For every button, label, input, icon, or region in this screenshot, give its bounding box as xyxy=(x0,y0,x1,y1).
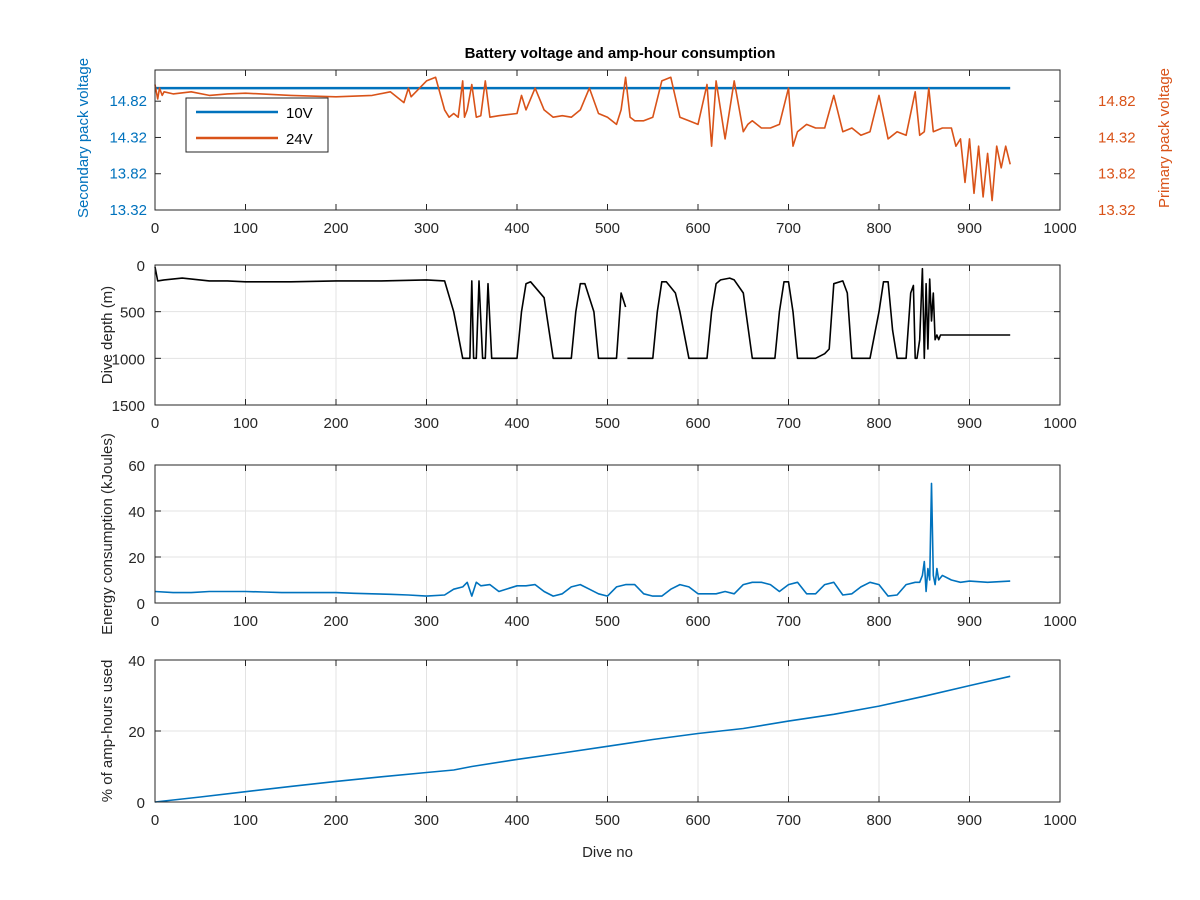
depth-series-line-0 xyxy=(154,266,627,360)
voltage-x-tick-label: 900 xyxy=(957,220,982,237)
energy-x-tick-label: 400 xyxy=(504,613,529,630)
voltage-x-tick-label: 200 xyxy=(323,220,348,237)
voltage-x-tick-label: 400 xyxy=(504,220,529,237)
amp-hours-x-tick-label: 600 xyxy=(685,812,710,829)
voltage-ylabel-right: Primary pack voltage xyxy=(1156,68,1173,208)
energy-ylabel: Energy consumption (kJoules) xyxy=(99,433,116,635)
energy-y-tick-label: 20 xyxy=(128,550,145,567)
amp-hours-series-line-0 xyxy=(154,675,1011,803)
amp-hours-x-tick-label: 100 xyxy=(233,812,258,829)
depth-axes: 0 100 200 300 400 500 600 700 800 900 1000 0 500 1000… xyxy=(99,258,1077,432)
voltage-x-tick-label: 700 xyxy=(776,220,801,237)
energy-y-tick-label: 0 xyxy=(137,596,145,613)
depth-x-tick-label: 800 xyxy=(866,415,891,432)
amp-hours-x-tick-label: 900 xyxy=(957,812,982,829)
voltage-x-tick-label: 0 xyxy=(151,220,159,237)
energy-x-tick-label: 0 xyxy=(151,613,159,630)
voltage-x-tick-label: 800 xyxy=(866,220,891,237)
depth-x-tick-label: 100 xyxy=(233,415,258,432)
energy-x-tick-label: 900 xyxy=(957,613,982,630)
amp-hours-y-tick-label: 20 xyxy=(128,724,145,741)
amp-hours-ylabel: % of amp-hours used xyxy=(99,660,116,803)
voltage-y-tick-label-left: 13.32 xyxy=(109,202,147,219)
depth-x-tick-label: 500 xyxy=(595,415,620,432)
amp-hours-x-tick-label: 800 xyxy=(866,812,891,829)
voltage-x-tick-label: 600 xyxy=(685,220,710,237)
figure-title: Battery voltage and amp-hour consumption xyxy=(465,45,776,62)
legend-label-10V: 10V xyxy=(286,105,313,122)
energy-x-tick-label: 500 xyxy=(595,613,620,630)
amp-hours-y-tick-label: 40 xyxy=(128,653,145,670)
amp-hours-x-tick-label: 1000 xyxy=(1043,812,1076,829)
voltage-y-tick-label-right: 13.82 xyxy=(1098,166,1136,183)
voltage-ylabel-left: Secondary pack voltage xyxy=(75,58,92,218)
legend: 10V 24V xyxy=(185,97,329,153)
depth-y-tick-label: 500 xyxy=(120,305,145,322)
depth-x-tick-label: 400 xyxy=(504,415,529,432)
depth-x-tick-label: 0 xyxy=(151,415,159,432)
energy-y-tick-label: 40 xyxy=(128,504,145,521)
voltage-y-tick-label-right: 13.32 xyxy=(1098,202,1136,219)
legend-box xyxy=(185,97,329,153)
depth-series-line-1 xyxy=(627,267,1011,360)
energy-y-tick-label: 60 xyxy=(128,458,145,475)
depth-y-tick-label: 0 xyxy=(137,258,145,275)
voltage-axes: 0 100 200 300 400 500 600 700 800 900 1000 13.32 13.… xyxy=(75,58,1173,237)
amp-hours-x-tick-label: 0 xyxy=(151,812,159,829)
energy-axes: 0 100 200 300 400 500 600 700 800 900 1000 0 20 40 60 E… xyxy=(99,433,1077,635)
depth-x-tick-label: 1000 xyxy=(1043,415,1076,432)
voltage-y-tick-label-left: 13.82 xyxy=(109,166,147,183)
amp-hours-axes: 0 100 200 300 400 500 600 700 800 900 1000 0 20 40 % o… xyxy=(99,653,1077,861)
energy-x-tick-label: 200 xyxy=(323,613,348,630)
energy-series-line-0 xyxy=(154,482,1011,597)
depth-x-tick-label: 300 xyxy=(414,415,439,432)
voltage-x-tick-label: 1000 xyxy=(1043,220,1076,237)
depth-x-tick-label: 200 xyxy=(323,415,348,432)
amp-hours-x-tick-label: 700 xyxy=(776,812,801,829)
amp-hours-x-tick-label: 400 xyxy=(504,812,529,829)
depth-x-tick-label: 900 xyxy=(957,415,982,432)
amp-hours-x-tick-label: 300 xyxy=(414,812,439,829)
amp-hours-y-tick-label: 0 xyxy=(137,795,145,812)
voltage-x-tick-label: 100 xyxy=(233,220,258,237)
energy-x-tick-label: 600 xyxy=(685,613,710,630)
energy-x-tick-label: 800 xyxy=(866,613,891,630)
depth-x-tick-label: 700 xyxy=(776,415,801,432)
amp-hours-x-tick-label: 500 xyxy=(595,812,620,829)
voltage-y-tick-label-left: 14.82 xyxy=(109,93,147,110)
voltage-y-tick-label-right: 14.32 xyxy=(1098,129,1136,146)
voltage-x-tick-label: 500 xyxy=(595,220,620,237)
voltage-x-tick-label: 300 xyxy=(414,220,439,237)
energy-x-tick-label: 1000 xyxy=(1043,613,1076,630)
depth-y-tick-label: 1500 xyxy=(112,398,145,415)
amp-hours-xlabel: Dive no xyxy=(582,844,633,861)
depth-x-tick-label: 600 xyxy=(685,415,710,432)
depth-ylabel: Dive depth (m) xyxy=(99,286,116,384)
energy-x-tick-label: 700 xyxy=(776,613,801,630)
voltage-y-tick-label-left: 14.32 xyxy=(109,129,147,146)
depth-y-tick-label: 1000 xyxy=(112,351,145,368)
energy-x-tick-label: 300 xyxy=(414,613,439,630)
voltage-y-tick-label-right: 14.82 xyxy=(1098,93,1136,110)
voltage-series-line-24V xyxy=(154,76,1011,202)
energy-x-tick-label: 100 xyxy=(233,613,258,630)
legend-label-24V: 24V xyxy=(286,131,313,148)
amp-hours-x-tick-label: 200 xyxy=(323,812,348,829)
